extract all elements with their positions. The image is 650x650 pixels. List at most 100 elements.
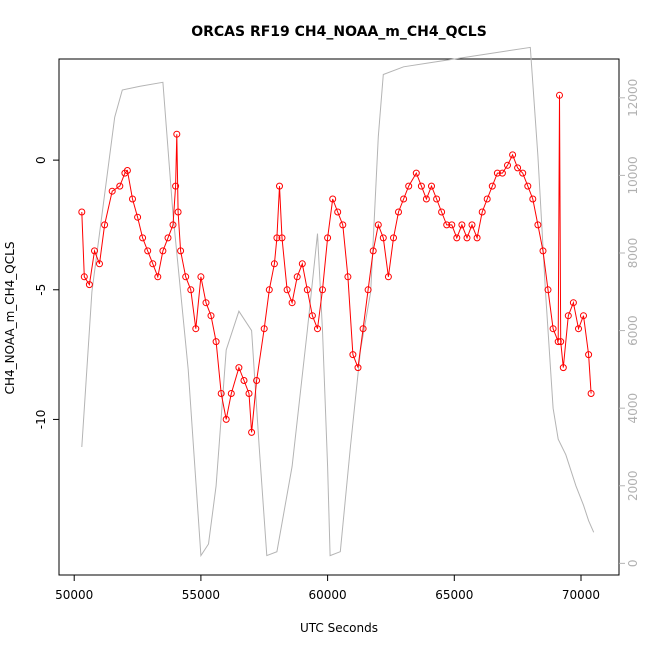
- ch4-point: [514, 164, 522, 172]
- ch4-point: [108, 187, 116, 195]
- y2-tick-label: 8000: [626, 238, 640, 269]
- ch4-point: [227, 390, 235, 397]
- ch4-point: [154, 273, 162, 281]
- ch4-point: [276, 182, 283, 190]
- ch4-point: [217, 390, 225, 397]
- ch4-point: [559, 364, 567, 372]
- ch4-point: [270, 260, 278, 268]
- y2-tick-label: 10000: [626, 156, 640, 194]
- ch4-point: [529, 195, 537, 203]
- ch4-point: [182, 273, 190, 281]
- ch4-point: [443, 221, 451, 229]
- ch4-point: [303, 286, 311, 294]
- ch4-point: [349, 351, 357, 359]
- x-tick-label: 65000: [435, 588, 473, 602]
- y2-tick-label: 4000: [626, 393, 640, 424]
- ch4-point: [412, 169, 420, 177]
- ch4-point: [544, 286, 552, 294]
- ch4-point: [384, 273, 392, 281]
- ch4-point: [248, 428, 256, 436]
- ch4-point: [283, 286, 291, 294]
- ch4-point: [159, 247, 167, 255]
- ch4-point: [164, 234, 172, 242]
- ch4-point: [556, 91, 563, 99]
- ch4-point: [364, 286, 372, 294]
- ch4-point: [458, 221, 466, 229]
- ch4-point: [580, 312, 587, 320]
- y2-tick-label: 12000: [626, 79, 640, 117]
- ch4-point: [245, 390, 253, 397]
- ch4-point: [575, 325, 582, 333]
- ch4-point: [519, 169, 527, 177]
- y2-tick-label: 2000: [626, 470, 640, 501]
- ch4-point: [278, 234, 286, 242]
- ch4-point: [428, 182, 435, 190]
- ch4-point: [202, 299, 210, 307]
- ch4-point: [483, 195, 491, 203]
- altitude-series: [81, 46, 595, 558]
- ch4-point: [379, 234, 387, 242]
- ch4-point: [468, 221, 476, 229]
- ch4-point: [324, 234, 332, 242]
- ch4-point: [554, 338, 562, 346]
- ch4-point: [240, 377, 248, 384]
- ch4-point: [129, 195, 136, 203]
- ch4-point: [564, 312, 572, 320]
- ch4-point: [319, 286, 326, 294]
- ch4-line: [81, 95, 592, 433]
- ch4-point: [212, 338, 220, 346]
- ch4-point: [334, 208, 342, 216]
- ch4-point: [293, 273, 301, 281]
- ch4-point: [534, 221, 542, 229]
- ch4-point: [197, 273, 205, 281]
- y2-tick-label: 0: [626, 560, 640, 568]
- ch4-point: [207, 312, 215, 320]
- ch4-point: [80, 273, 88, 281]
- ch4-point: [405, 182, 413, 190]
- ch4-point: [101, 221, 109, 229]
- x-tick-label: 55000: [182, 588, 220, 602]
- ch4-point: [123, 167, 131, 174]
- ch4-point: [339, 221, 347, 229]
- ch4-point: [192, 325, 200, 333]
- ch4-point: [438, 208, 446, 216]
- ch4-point: [400, 195, 408, 203]
- ch4-point: [448, 221, 456, 229]
- ch4-point: [298, 260, 306, 268]
- ch4-point: [174, 208, 182, 216]
- ch4-point: [85, 281, 93, 289]
- ch4-point: [422, 195, 430, 203]
- y-tick-label: -5: [34, 284, 48, 296]
- ch4-point: [493, 169, 501, 177]
- y-axis-label: CH4_NOAA_m_CH4_QCLS: [3, 242, 17, 395]
- y-tick-label: 0: [34, 156, 48, 164]
- chart-title: ORCAS RF19 CH4_NOAA_m_CH4_QCLS: [191, 24, 487, 40]
- ch4-point: [91, 247, 98, 255]
- ch4-point: [417, 182, 425, 190]
- ch4-point: [288, 299, 296, 307]
- ch4-point: [344, 273, 352, 281]
- ch4-point: [369, 247, 377, 255]
- ch4-point: [260, 325, 268, 333]
- ch4-point: [587, 390, 595, 397]
- ch4-point: [235, 364, 243, 372]
- ch4-point: [453, 234, 461, 242]
- ch4-point: [139, 234, 147, 242]
- ch4-point: [359, 325, 367, 333]
- ch4-point: [478, 208, 486, 216]
- ch4-point: [173, 130, 181, 138]
- ch4-point: [433, 195, 441, 203]
- ch4-point: [557, 338, 565, 346]
- ch4-point: [539, 247, 547, 255]
- ch4-point: [524, 182, 532, 190]
- ch4-point: [253, 377, 261, 384]
- ch4-point: [169, 221, 177, 229]
- x-tick-label: 60000: [309, 588, 347, 602]
- ch4-point: [569, 299, 577, 307]
- ch4-series: [78, 91, 595, 436]
- ch4-point: [187, 286, 195, 294]
- ch4-point: [265, 286, 273, 294]
- ch4-point: [177, 247, 185, 255]
- x-tick-label: 70000: [562, 588, 600, 602]
